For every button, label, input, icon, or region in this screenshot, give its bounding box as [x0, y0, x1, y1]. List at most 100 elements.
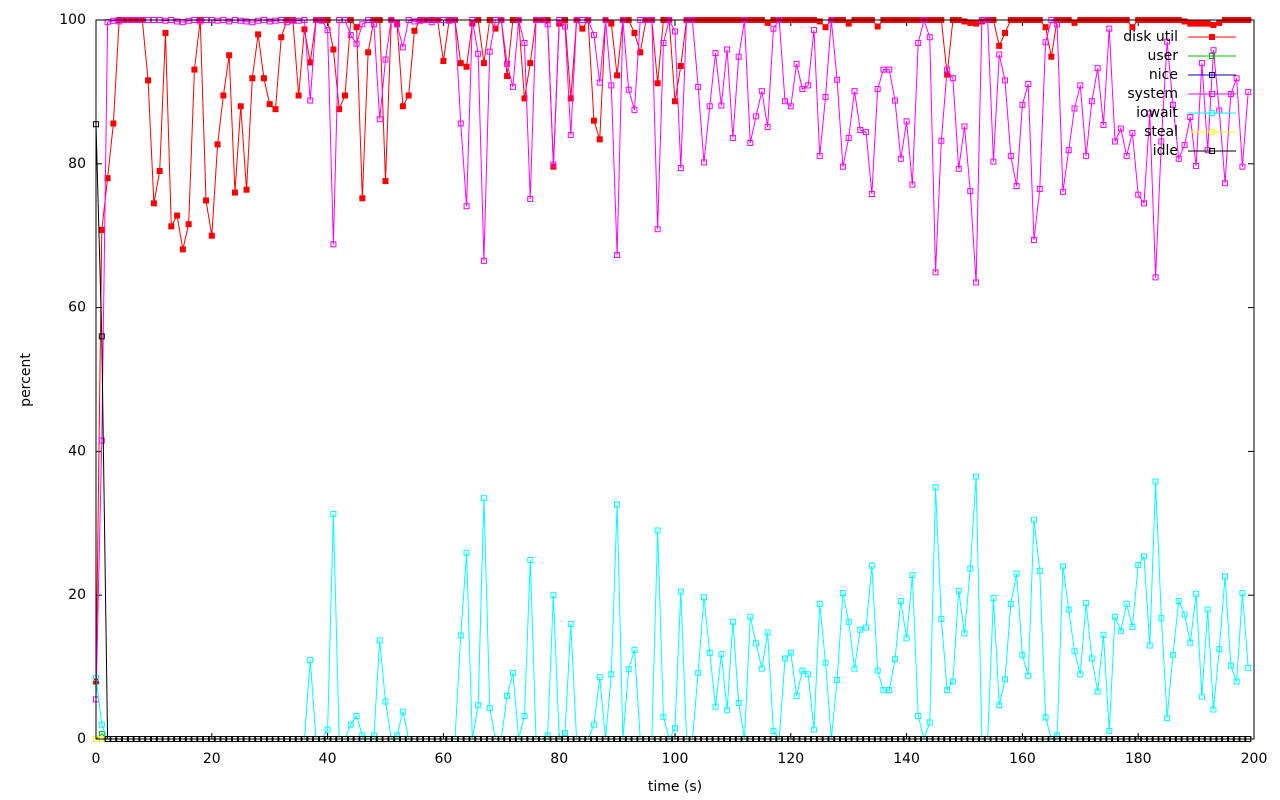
data-point	[382, 56, 389, 63]
data-point	[1233, 75, 1240, 82]
data-point	[486, 705, 493, 712]
data-point	[295, 17, 302, 24]
legend-marker	[1209, 110, 1215, 116]
data-point	[816, 18, 823, 25]
data-point	[567, 620, 574, 627]
data-point	[961, 123, 968, 130]
data-point	[226, 18, 233, 25]
series-line	[95, 476, 1249, 741]
data-point	[98, 437, 105, 444]
series	[93, 17, 1252, 703]
data-point	[1071, 105, 1078, 112]
data-point	[839, 163, 846, 170]
data-point	[394, 21, 401, 28]
plot-border	[95, 19, 1255, 740]
data-point	[370, 732, 377, 739]
data-point	[1204, 20, 1211, 27]
data-point	[845, 20, 852, 27]
data-point	[1065, 147, 1072, 154]
data-point	[967, 188, 974, 195]
data-point	[1193, 590, 1200, 597]
data-point	[330, 46, 337, 53]
data-point	[1036, 185, 1043, 192]
data-point	[1169, 651, 1176, 658]
data-point	[98, 333, 105, 340]
data-point	[590, 117, 597, 124]
data-point	[98, 226, 105, 233]
data-point	[897, 597, 904, 604]
data-point	[480, 60, 487, 67]
data-point	[330, 510, 337, 517]
legend-label: iowait	[1136, 105, 1178, 121]
data-point	[307, 97, 314, 104]
data-point	[1071, 19, 1078, 26]
data-point	[1193, 162, 1200, 169]
data-point	[1216, 646, 1223, 653]
data-point	[359, 732, 366, 739]
data-point	[1164, 715, 1171, 722]
data-point	[735, 700, 742, 707]
data-point	[156, 167, 163, 174]
data-point	[382, 178, 389, 185]
data-point	[672, 28, 678, 35]
data-point	[596, 136, 603, 143]
data-point	[162, 29, 169, 36]
x-tick-label: 0	[92, 751, 101, 767]
data-point	[845, 134, 852, 141]
data-point	[718, 651, 725, 658]
data-point	[1164, 38, 1171, 45]
data-point	[880, 66, 887, 73]
data-point	[868, 190, 875, 197]
data-point	[1100, 631, 1107, 638]
data-point	[1100, 121, 1107, 128]
data-point	[411, 27, 418, 34]
data-point	[625, 86, 632, 93]
legend-marker	[1209, 148, 1215, 154]
data-point	[365, 49, 372, 56]
data-point	[614, 72, 621, 79]
data-point	[1187, 20, 1194, 27]
legend-label: idle	[1153, 143, 1178, 159]
data-point	[1135, 562, 1142, 569]
data-point	[996, 42, 1003, 49]
data-point	[596, 79, 603, 86]
legend-marker	[1209, 34, 1215, 40]
data-point	[509, 669, 516, 676]
data-point	[712, 703, 719, 710]
data-point	[608, 82, 615, 89]
data-point	[1146, 110, 1153, 117]
data-point	[98, 721, 105, 728]
data-point	[301, 26, 308, 33]
data-point	[255, 31, 262, 38]
data-point	[249, 75, 256, 82]
data-point	[1013, 570, 1020, 577]
y-tick-label: 0	[77, 731, 86, 747]
data-point	[203, 197, 210, 204]
data-point	[996, 702, 1003, 709]
data-point	[208, 232, 215, 239]
data-point	[747, 139, 754, 146]
data-point	[544, 21, 551, 28]
data-point	[1088, 98, 1095, 105]
data-point	[1036, 567, 1043, 574]
data-point	[874, 86, 881, 93]
data-point	[822, 659, 829, 666]
legend-marker	[1209, 91, 1215, 97]
data-point	[938, 615, 945, 622]
data-point	[1233, 678, 1240, 685]
x-tick-label: 200	[1241, 751, 1268, 767]
data-point	[1054, 21, 1061, 28]
data-point	[677, 165, 684, 172]
data-point	[793, 60, 800, 67]
data-point	[758, 665, 765, 672]
data-point	[805, 82, 812, 89]
data-point	[631, 29, 638, 36]
data-point	[822, 24, 829, 31]
data-point	[1210, 706, 1217, 713]
data-point	[353, 40, 360, 47]
data-point	[567, 132, 574, 139]
data-point	[839, 590, 846, 597]
data-point	[347, 721, 354, 728]
data-point	[1042, 24, 1049, 31]
